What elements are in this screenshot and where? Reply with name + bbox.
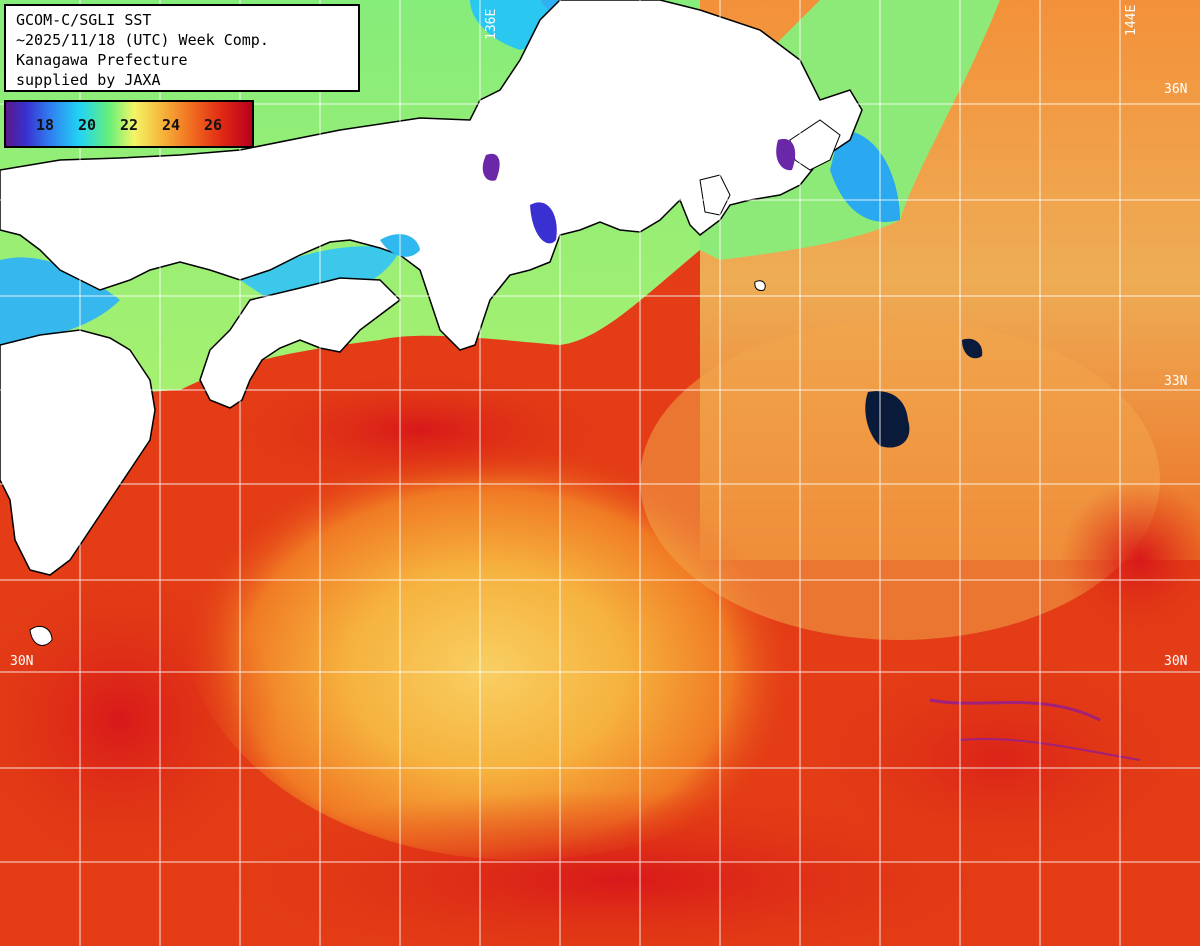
lat-label-33n-right: 33N bbox=[1164, 374, 1188, 389]
hot-water-patch bbox=[1060, 480, 1200, 640]
map-title-box: GCOM-C/SGLI SST ~2025/11/18 (UTC) Week C… bbox=[4, 4, 360, 92]
lat-label-30n-left: 30N bbox=[10, 654, 34, 669]
hot-water-patch bbox=[0, 560, 280, 880]
legend-tick: 24 bbox=[162, 116, 181, 134]
hot-water-patch bbox=[800, 650, 1200, 870]
land-boso-peninsula bbox=[789, 119, 841, 171]
sst-color-legend: 18 20 22 24 26 bbox=[4, 100, 254, 148]
lat-label-33n-left: 33N bbox=[10, 374, 34, 389]
title-line-credit: supplied by JAXA bbox=[16, 71, 161, 89]
purple-streak bbox=[929, 698, 1101, 722]
purple-streak bbox=[959, 738, 1141, 761]
warm-core-region bbox=[640, 320, 1160, 640]
legend-tick: 18 bbox=[36, 116, 55, 134]
cold-water-patch bbox=[830, 130, 900, 222]
legend-tick: 26 bbox=[204, 116, 223, 134]
land-kyushu bbox=[0, 329, 156, 576]
cloud-masked-patch bbox=[865, 391, 910, 448]
lake-biwa-water bbox=[482, 153, 500, 181]
land-izu-peninsula bbox=[699, 174, 731, 216]
tokyo-bay-water bbox=[776, 138, 796, 171]
lat-label-30n-right: 30N bbox=[1164, 654, 1188, 669]
legend-tick: 22 bbox=[120, 116, 139, 134]
title-line-period: ~2025/11/18 (UTC) Week Comp. bbox=[16, 31, 269, 49]
lon-label-136e: 136E bbox=[484, 8, 499, 40]
cold-water-patch bbox=[0, 257, 120, 345]
lat-label-36n-right: 36N bbox=[1164, 82, 1188, 97]
lon-label-144e: 144E bbox=[1124, 4, 1139, 36]
legend-tick: 20 bbox=[78, 116, 97, 134]
ise-bay-water bbox=[530, 202, 557, 244]
title-line-region: Kanagawa Prefecture bbox=[16, 51, 188, 69]
title-line-product: GCOM-C/SGLI SST bbox=[16, 11, 152, 29]
hot-water-patch bbox=[200, 790, 1040, 946]
land-small-island bbox=[29, 625, 53, 646]
land-small-island bbox=[754, 280, 766, 291]
land-shikoku bbox=[199, 277, 402, 409]
cloud-masked-patch bbox=[962, 338, 983, 359]
